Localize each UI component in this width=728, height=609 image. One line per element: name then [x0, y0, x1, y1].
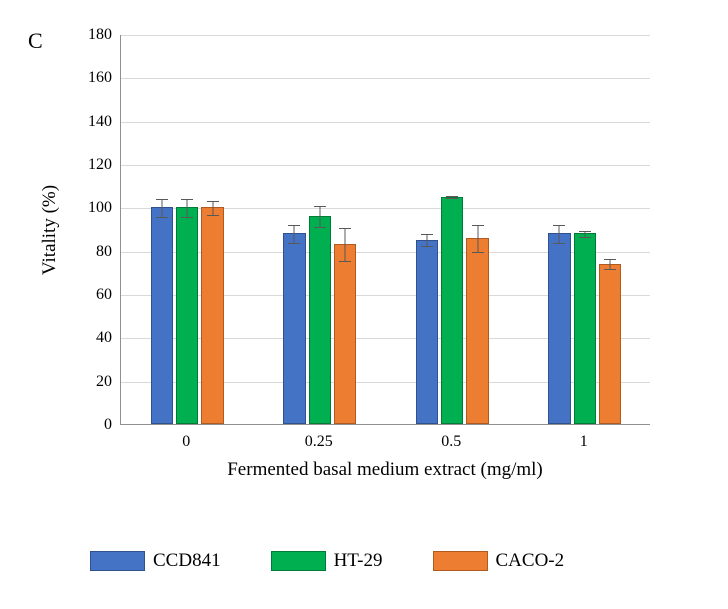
x-tick-label: 1	[580, 433, 588, 451]
y-axis-title: Vitality (%)	[39, 185, 61, 275]
y-tick-label: 80	[78, 243, 112, 261]
gridline	[121, 35, 650, 36]
gridline	[121, 122, 650, 123]
legend-item: HT-29	[271, 550, 383, 572]
y-tick-label: 100	[78, 199, 112, 217]
legend-label: CACO-2	[496, 550, 565, 572]
y-tick-label: 180	[78, 26, 112, 44]
bar	[309, 216, 331, 424]
legend-swatch	[90, 551, 145, 571]
y-tick-label: 120	[78, 156, 112, 174]
gridline	[121, 165, 650, 166]
legend-item: CACO-2	[433, 550, 565, 572]
chart-plot-area	[120, 35, 650, 425]
bar	[283, 233, 305, 424]
legend-item: CCD841	[90, 550, 221, 572]
bar	[176, 207, 198, 424]
y-tick-label: 160	[78, 69, 112, 87]
legend-swatch	[433, 551, 488, 571]
y-tick-label: 20	[78, 373, 112, 391]
legend-swatch	[271, 551, 326, 571]
bar	[201, 207, 223, 424]
bar	[416, 240, 438, 424]
bar	[151, 207, 173, 424]
gridline	[121, 78, 650, 79]
bar	[574, 233, 596, 424]
legend-label: CCD841	[153, 550, 221, 572]
x-tick-label: 0.5	[441, 433, 461, 451]
y-tick-label: 140	[78, 113, 112, 131]
y-tick-label: 60	[78, 286, 112, 304]
panel-label: C	[28, 28, 43, 54]
x-tick-label: 0	[182, 433, 190, 451]
x-axis-title: Fermented basal medium extract (mg/ml)	[227, 459, 543, 481]
bar	[334, 244, 356, 424]
legend: CCD841 HT-29 CACO-2	[90, 550, 564, 572]
y-tick-label: 40	[78, 329, 112, 347]
bar	[599, 264, 621, 424]
legend-label: HT-29	[334, 550, 383, 572]
y-tick-label: 0	[78, 416, 112, 434]
bar	[441, 197, 463, 425]
bar	[466, 238, 488, 424]
bar	[548, 233, 570, 424]
x-tick-label: 0.25	[305, 433, 333, 451]
